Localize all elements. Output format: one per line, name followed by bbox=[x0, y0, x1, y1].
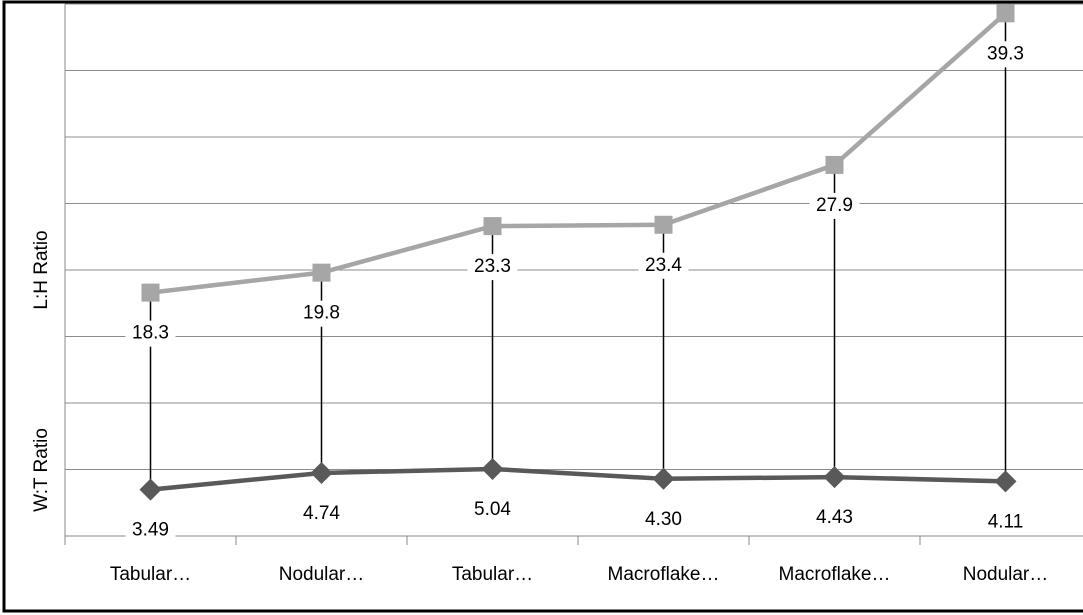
data-label-bg bbox=[980, 509, 1031, 536]
data-label: 18.3 bbox=[132, 323, 169, 344]
marker bbox=[825, 155, 844, 174]
x-tick-label: Tabular… bbox=[110, 564, 191, 585]
marker bbox=[996, 4, 1015, 23]
data-label-bg bbox=[809, 192, 860, 219]
x-tick-label: Tabular… bbox=[452, 564, 533, 585]
y-axis-label: L:H Ratio bbox=[31, 230, 52, 309]
data-label-bg bbox=[296, 500, 347, 527]
data-label-bg bbox=[125, 320, 176, 347]
data-label-bg bbox=[809, 505, 860, 532]
data-label-bg bbox=[980, 41, 1031, 68]
x-tick-label: Nodular… bbox=[963, 564, 1049, 585]
marker bbox=[139, 478, 162, 501]
marker bbox=[312, 263, 331, 282]
marker bbox=[310, 461, 333, 484]
data-label-bg bbox=[638, 506, 689, 533]
x-tick-label: Macroflake… bbox=[608, 564, 720, 585]
marker bbox=[994, 470, 1017, 493]
data-label: 4.43 bbox=[816, 507, 853, 528]
data-label: 4.30 bbox=[645, 509, 682, 530]
data-label: 23.4 bbox=[645, 255, 682, 276]
x-tick-label: Macroflake… bbox=[779, 564, 891, 585]
data-label-bg bbox=[638, 252, 689, 279]
data-label: 27.9 bbox=[816, 195, 853, 216]
marker bbox=[823, 466, 846, 489]
data-label: 19.8 bbox=[303, 303, 340, 324]
data-label-bg bbox=[467, 496, 518, 523]
marker bbox=[654, 215, 673, 234]
marker bbox=[652, 467, 675, 490]
marker bbox=[141, 283, 160, 302]
data-label: 23.3 bbox=[474, 256, 511, 277]
data-label: 4.11 bbox=[988, 511, 1024, 532]
marker bbox=[483, 217, 502, 236]
x-tick-label: Nodular… bbox=[279, 564, 365, 585]
marker bbox=[481, 457, 504, 480]
data-label: 5.04 bbox=[474, 499, 511, 520]
data-label: 4.74 bbox=[303, 503, 340, 524]
series-line bbox=[150, 466, 1006, 492]
data-label-bg bbox=[467, 254, 518, 281]
series-line bbox=[150, 11, 1007, 295]
y-axis-label: W:T Ratio bbox=[31, 428, 52, 512]
data-label: 39.3 bbox=[987, 43, 1024, 64]
data-label-bg bbox=[125, 517, 176, 544]
data-label: 3.49 bbox=[132, 520, 169, 541]
data-label-bg bbox=[296, 300, 347, 327]
